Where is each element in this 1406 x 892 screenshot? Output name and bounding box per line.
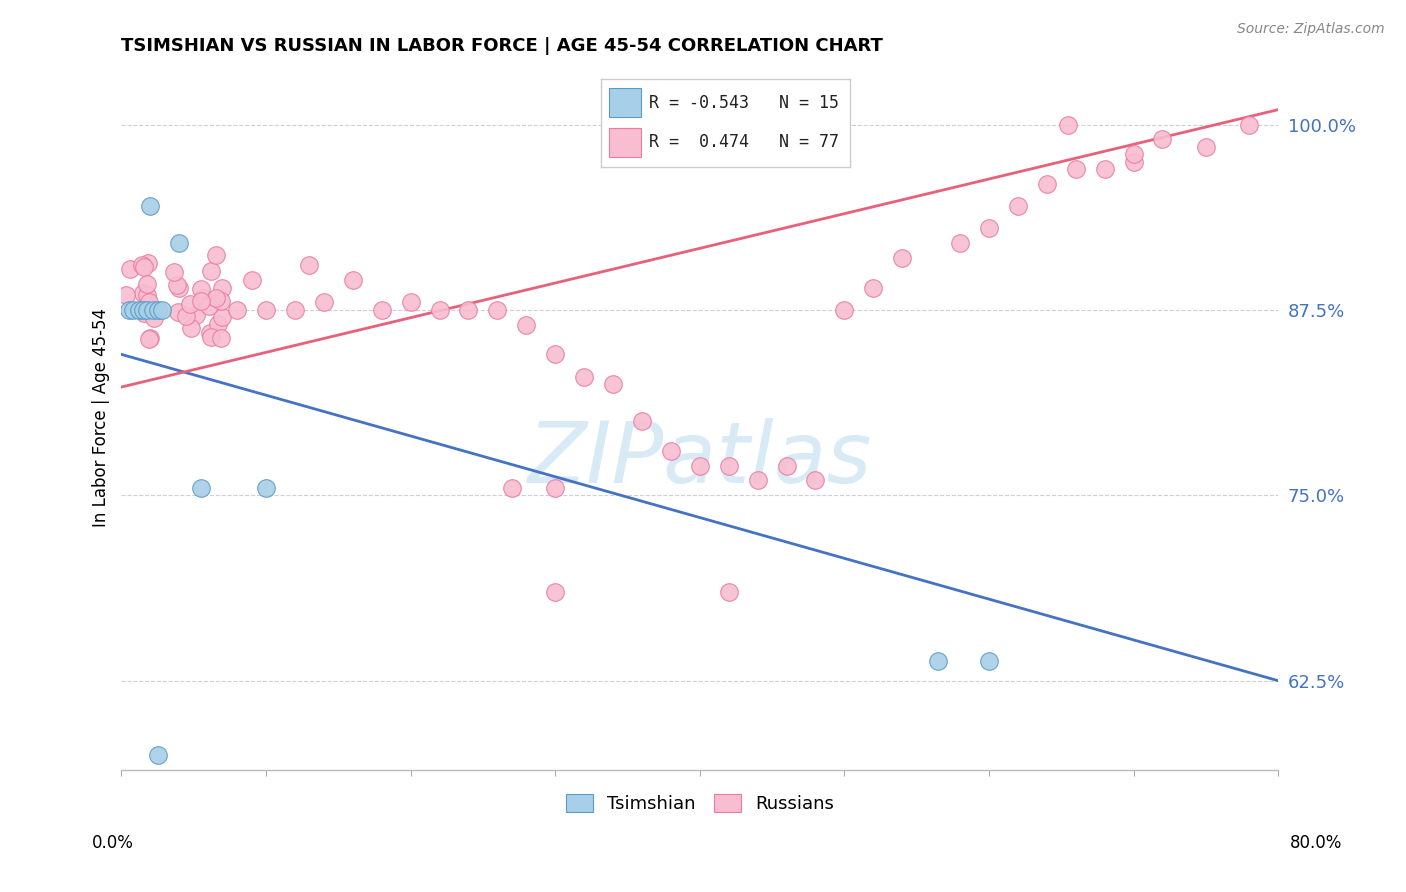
Point xyxy=(138,294,160,309)
Point xyxy=(191,291,214,305)
Text: Source: ZipAtlas.com: Source: ZipAtlas.com xyxy=(1237,22,1385,37)
Point xyxy=(146,747,169,762)
Point xyxy=(1057,118,1080,132)
Y-axis label: In Labor Force | Age 45-54: In Labor Force | Age 45-54 xyxy=(93,308,110,527)
Point xyxy=(240,273,263,287)
Point xyxy=(1007,199,1029,213)
Point xyxy=(515,318,537,332)
Point xyxy=(169,236,191,251)
Point xyxy=(167,281,190,295)
Point xyxy=(544,347,567,361)
Legend: Tsimshian, Russians: Tsimshian, Russians xyxy=(558,787,841,821)
Point xyxy=(198,326,221,341)
Point xyxy=(197,299,219,313)
Point xyxy=(136,302,159,317)
Point xyxy=(122,302,145,317)
Point xyxy=(200,264,222,278)
Point xyxy=(501,481,523,495)
Point xyxy=(544,584,567,599)
Point xyxy=(572,369,595,384)
Point xyxy=(927,654,949,668)
Point xyxy=(132,285,155,300)
Point xyxy=(139,331,162,345)
Point xyxy=(142,302,165,317)
Point xyxy=(602,377,624,392)
Point xyxy=(118,261,141,276)
Point xyxy=(977,654,1000,668)
Point xyxy=(163,265,186,279)
Point xyxy=(659,443,682,458)
Point xyxy=(747,474,769,488)
Point xyxy=(136,277,159,291)
Point xyxy=(399,295,422,310)
Point xyxy=(128,302,150,317)
Point xyxy=(486,302,509,317)
Point xyxy=(977,221,1000,235)
Point xyxy=(139,199,162,213)
Point xyxy=(211,310,233,324)
Point xyxy=(544,481,567,495)
Point xyxy=(254,481,277,495)
Point xyxy=(118,302,141,317)
Point xyxy=(298,259,321,273)
Point xyxy=(284,302,307,317)
Point xyxy=(1195,140,1218,154)
Point xyxy=(131,258,153,272)
Point xyxy=(179,297,201,311)
Point xyxy=(132,302,155,317)
Point xyxy=(132,260,155,275)
Point xyxy=(136,255,159,269)
Point xyxy=(1237,118,1260,132)
Point xyxy=(204,291,226,305)
Point xyxy=(115,288,138,302)
Point xyxy=(1036,177,1059,191)
Point xyxy=(631,414,654,428)
Point xyxy=(190,481,212,495)
Point xyxy=(142,311,165,326)
Point xyxy=(226,302,249,317)
Point xyxy=(1064,161,1087,176)
Point xyxy=(190,282,212,296)
Point xyxy=(200,329,222,343)
Text: TSIMSHIAN VS RUSSIAN IN LABOR FORCE | AGE 45-54 CORRELATION CHART: TSIMSHIAN VS RUSSIAN IN LABOR FORCE | AG… xyxy=(121,37,883,55)
Point xyxy=(1152,132,1174,146)
Point xyxy=(167,304,190,318)
Point xyxy=(135,288,157,302)
Point xyxy=(342,273,364,287)
Point xyxy=(204,248,226,262)
Point xyxy=(150,302,173,317)
Point xyxy=(1122,154,1144,169)
Point xyxy=(132,306,155,320)
Point xyxy=(254,302,277,317)
Point xyxy=(862,280,884,294)
Point xyxy=(211,280,233,294)
Point xyxy=(207,317,229,331)
Point xyxy=(1094,161,1116,176)
Point xyxy=(186,308,208,322)
Point xyxy=(775,458,797,473)
Point xyxy=(209,330,232,344)
Point xyxy=(804,474,827,488)
Point xyxy=(190,293,212,308)
Point xyxy=(312,295,335,310)
Point xyxy=(166,277,188,292)
Point xyxy=(370,302,392,317)
Point xyxy=(138,332,160,346)
Point xyxy=(949,236,972,251)
Point xyxy=(717,584,740,599)
Point xyxy=(457,302,479,317)
Point xyxy=(891,251,914,265)
Point xyxy=(180,321,202,335)
Point xyxy=(429,302,451,317)
Text: ZIPatlas: ZIPatlas xyxy=(527,418,872,501)
Point xyxy=(1122,147,1144,161)
Point xyxy=(174,309,197,323)
Point xyxy=(146,302,169,317)
Point xyxy=(209,293,232,308)
Point xyxy=(717,458,740,473)
Text: 0.0%: 0.0% xyxy=(91,834,134,852)
Point xyxy=(689,458,711,473)
Point xyxy=(834,302,856,317)
Text: 80.0%: 80.0% xyxy=(1291,834,1343,852)
